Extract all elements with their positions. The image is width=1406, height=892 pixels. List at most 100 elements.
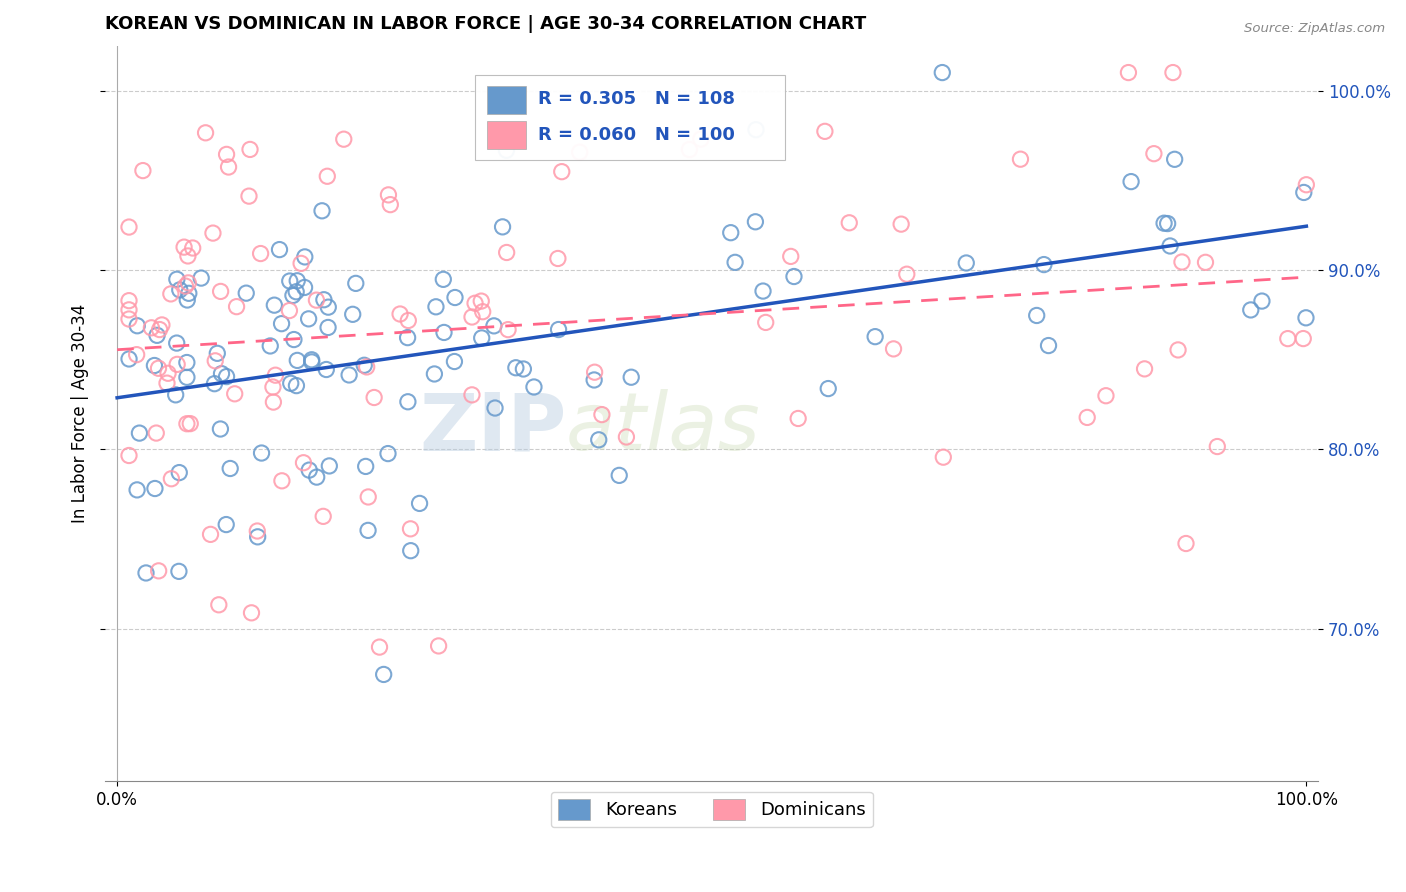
Point xyxy=(209,422,232,436)
Point xyxy=(896,267,918,281)
Point xyxy=(160,286,183,301)
Point xyxy=(201,226,224,240)
Point xyxy=(298,463,321,477)
Point xyxy=(373,667,395,681)
Point xyxy=(298,311,321,326)
Point xyxy=(342,307,364,321)
Point xyxy=(294,250,316,264)
Point xyxy=(156,376,179,391)
Point xyxy=(678,143,700,157)
Point xyxy=(1295,178,1317,192)
Text: ZIP: ZIP xyxy=(419,389,567,467)
Point xyxy=(620,370,643,384)
Point xyxy=(547,252,569,266)
Point xyxy=(118,293,141,308)
Point xyxy=(127,318,149,333)
Point xyxy=(425,300,447,314)
Point xyxy=(817,382,839,396)
Point xyxy=(125,483,148,497)
Point xyxy=(547,322,569,336)
Point xyxy=(166,357,188,371)
Point xyxy=(312,509,335,524)
Point xyxy=(240,606,263,620)
Point xyxy=(551,164,574,178)
Point xyxy=(118,449,141,463)
Point xyxy=(177,286,200,301)
Point xyxy=(118,220,141,235)
Point xyxy=(207,346,229,360)
Point xyxy=(1292,186,1315,200)
Point xyxy=(150,318,173,332)
Point xyxy=(512,362,534,376)
Point xyxy=(389,307,412,321)
Point xyxy=(353,359,375,373)
Point xyxy=(135,566,157,580)
Point xyxy=(1292,332,1315,346)
Point xyxy=(505,360,527,375)
Point xyxy=(301,352,323,367)
Point xyxy=(219,461,242,475)
Legend: Koreans, Dominicans: Koreans, Dominicans xyxy=(551,792,873,827)
FancyBboxPatch shape xyxy=(475,75,785,160)
FancyBboxPatch shape xyxy=(488,87,526,114)
Text: KOREAN VS DOMINICAN IN LABOR FORCE | AGE 30-34 CORRELATION CHART: KOREAN VS DOMINICAN IN LABOR FORCE | AGE… xyxy=(105,15,866,33)
Point xyxy=(1076,410,1098,425)
Point xyxy=(315,362,337,376)
Point xyxy=(316,320,339,334)
Point xyxy=(1159,239,1181,253)
Point xyxy=(173,240,195,254)
Point xyxy=(689,132,711,146)
Point xyxy=(262,395,284,409)
Point xyxy=(1161,65,1184,79)
Point xyxy=(176,370,198,384)
Text: Source: ZipAtlas.com: Source: ZipAtlas.com xyxy=(1244,22,1385,36)
Point xyxy=(132,163,155,178)
Point xyxy=(433,326,456,340)
Point xyxy=(200,527,222,541)
Point xyxy=(283,333,305,347)
Text: R = 0.060   N = 100: R = 0.060 N = 100 xyxy=(538,127,735,145)
Point xyxy=(568,145,591,160)
Point xyxy=(143,482,166,496)
Point xyxy=(357,524,380,538)
Point xyxy=(744,215,766,229)
Point xyxy=(215,517,238,532)
Point xyxy=(444,291,467,305)
Point xyxy=(148,361,170,376)
Point xyxy=(1032,258,1054,272)
Point xyxy=(145,426,167,441)
Point xyxy=(470,294,492,309)
Point xyxy=(292,456,315,470)
Point xyxy=(160,472,183,486)
Point xyxy=(380,197,402,211)
Point xyxy=(787,411,810,425)
Point xyxy=(1133,362,1156,376)
Point xyxy=(1171,255,1194,269)
Point xyxy=(1295,310,1317,325)
Point xyxy=(278,303,301,318)
Point xyxy=(278,274,301,288)
Point xyxy=(779,249,801,263)
Point xyxy=(377,187,399,202)
Point xyxy=(432,272,454,286)
Point xyxy=(181,241,204,255)
Point xyxy=(246,524,269,538)
Point xyxy=(141,320,163,334)
Point xyxy=(423,367,446,381)
Point xyxy=(285,274,308,288)
Point xyxy=(1175,536,1198,550)
Point xyxy=(264,368,287,383)
Point xyxy=(177,276,200,290)
Point xyxy=(176,293,198,307)
Point xyxy=(1038,338,1060,352)
Point xyxy=(461,388,484,402)
Point xyxy=(1277,332,1299,346)
Point xyxy=(167,565,190,579)
Point xyxy=(269,243,291,257)
Point xyxy=(396,394,419,409)
Point xyxy=(1143,146,1166,161)
Point xyxy=(285,378,308,392)
Point xyxy=(368,640,391,654)
Point xyxy=(301,355,323,369)
Point xyxy=(224,386,246,401)
